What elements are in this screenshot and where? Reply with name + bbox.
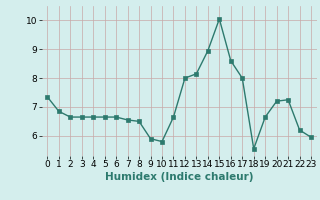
X-axis label: Humidex (Indice chaleur): Humidex (Indice chaleur) [105, 172, 253, 182]
